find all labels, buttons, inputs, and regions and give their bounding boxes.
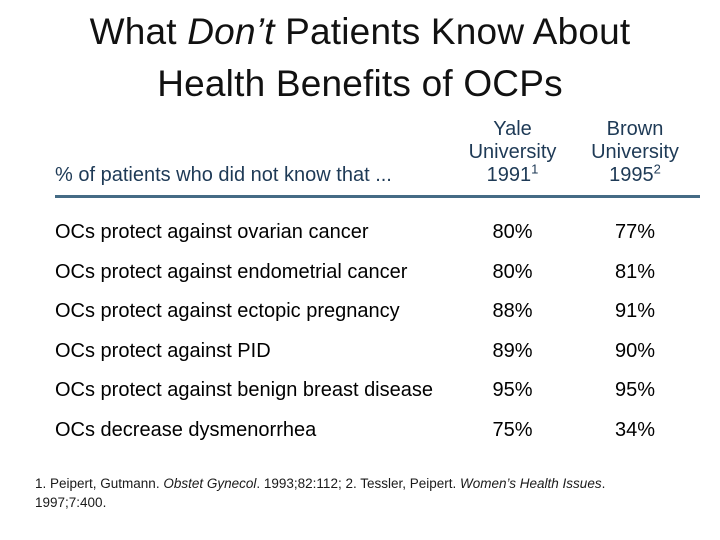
yale-name: Yale xyxy=(493,118,532,140)
brown-year: 19952 xyxy=(609,161,661,186)
table-body: OCs protect against ovarian cancer 80% 7… xyxy=(55,213,700,450)
title-line-2: Health Benefits of OCPs xyxy=(157,63,563,104)
title-post: Patients Know About xyxy=(274,11,631,52)
column-header-brown: Brown University 19952 xyxy=(570,118,700,187)
brown-value: 34% xyxy=(614,418,656,441)
yale-year: 19911 xyxy=(486,161,539,186)
brown-value: 91% xyxy=(614,300,656,323)
table-row: OCs protect against PID 89% 90% xyxy=(55,332,700,372)
row-label: OCs decrease dysmenorrhea xyxy=(55,418,317,441)
brown-footnote-ref: 2 xyxy=(653,161,661,177)
row-label: OCs protect against benign breast diseas… xyxy=(55,379,433,402)
table-row: OCs protect against ectopic pregnancy 88… xyxy=(55,292,700,332)
title-italic-word: Don’t xyxy=(187,11,275,52)
table-row: OCs protect against benign breast diseas… xyxy=(55,371,700,411)
row-label: OCs protect against endometrial cancer xyxy=(55,260,408,283)
row-header-label: % of patients who did not know that ... xyxy=(55,164,392,186)
row-label: OCs protect against ovarian cancer xyxy=(55,221,369,244)
brown-university: University xyxy=(591,141,679,163)
title-pre: What xyxy=(89,11,188,52)
footnote-part-2: . 1993;82:112; 2. Tessler, Peipert. xyxy=(256,476,461,491)
yale-value: 75% xyxy=(492,418,533,441)
page-title: What Don’t Patients Know About Health Be… xyxy=(0,6,720,110)
table-row: OCs protect against endometrial cancer 8… xyxy=(55,253,700,293)
yale-footnote-ref: 1 xyxy=(531,161,539,177)
footnote-journal-2: Women’s Health Issues xyxy=(460,476,602,491)
yale-university: University xyxy=(468,141,557,163)
brown-value: 81% xyxy=(614,260,656,283)
table-header: % of patients who did not know that ... … xyxy=(55,118,700,198)
table-row: OCs protect against ovarian cancer 80% 7… xyxy=(55,213,700,253)
yale-value: 80% xyxy=(492,221,533,244)
brown-value: 95% xyxy=(614,379,656,402)
brown-value: 90% xyxy=(614,339,656,362)
footnote-part-3: . 1997;7:400. xyxy=(35,476,606,510)
title-line-1: What Don’t Patients Know About xyxy=(0,6,720,58)
yale-value: 80% xyxy=(492,260,533,283)
footnote: 1. Peipert, Gutmann. Obstet Gynecol. 199… xyxy=(35,474,675,512)
yale-value: 88% xyxy=(492,300,533,323)
row-label: OCs protect against PID xyxy=(55,339,271,362)
column-header-yale: Yale University 19911 xyxy=(455,118,570,187)
yale-value: 89% xyxy=(492,339,533,362)
footnote-part-1: 1. Peipert, Gutmann. xyxy=(35,476,164,491)
row-label: OCs protect against ectopic pregnancy xyxy=(55,300,400,323)
table-row: OCs decrease dysmenorrhea 75% 34% xyxy=(55,411,700,451)
brown-name: Brown xyxy=(606,118,664,140)
yale-value: 95% xyxy=(492,379,533,402)
brown-value: 77% xyxy=(614,221,656,244)
footnote-journal-1: Obstet Gynecol xyxy=(163,476,257,491)
